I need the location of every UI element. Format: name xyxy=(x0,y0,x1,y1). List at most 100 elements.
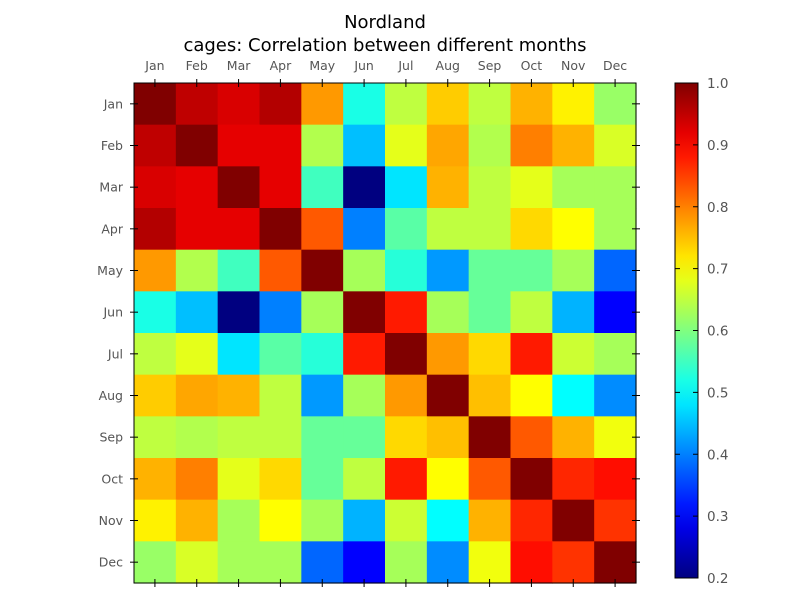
heatmap-cell-feb-apr xyxy=(259,124,302,167)
heatmap-cell-feb-jul xyxy=(385,124,428,167)
heatmap-cell-oct-nov xyxy=(552,458,595,501)
heatmap-cell-may-oct xyxy=(510,249,553,292)
heatmap-cell-mar-jul xyxy=(385,166,428,209)
y-tick-label-nov: Nov xyxy=(99,513,124,528)
x-tick-labels: Jan Feb Mar Apr May Jun Jul Aug Sep Oct Nov Dec xyxy=(144,58,627,73)
colorbar-tick-label: 0.6 xyxy=(707,324,728,340)
heatmap-cell-aug-feb xyxy=(175,374,219,417)
heatmap-cell-dec-jan xyxy=(134,541,177,584)
heatmap-cell-jul-jan xyxy=(134,333,177,376)
heatmap-cell-may-sep xyxy=(468,249,512,292)
heatmap-cell-feb-nov xyxy=(552,124,595,167)
heatmap-cell-may-aug xyxy=(426,249,470,292)
heatmap-cell-oct-apr xyxy=(259,458,302,501)
heatmap-cell-apr-may xyxy=(301,208,344,251)
heatmap-cell-apr-aug xyxy=(426,208,470,251)
x-tick-label-apr: Apr xyxy=(270,58,292,73)
heatmap-cell-nov-jun xyxy=(343,499,386,542)
heatmap-cell-feb-sep xyxy=(468,124,512,167)
y-tick-label-jan: Jan xyxy=(103,96,123,111)
y-tick-label-jul: Jul xyxy=(107,346,123,361)
heatmap-cell-jan-apr xyxy=(259,83,302,126)
colorbar-ticks: 0.2 0.3 0.4 0.5 0.6 0.7 0.8 0.9 1.0 xyxy=(675,76,728,587)
heatmap-cell-jun-may xyxy=(301,291,344,334)
heatmap-cell-mar-nov xyxy=(552,166,595,209)
heatmap-cell-jul-jun xyxy=(343,333,386,376)
heatmap-cell-feb-jun xyxy=(343,124,386,167)
heatmap-cell-nov-jul xyxy=(385,499,428,542)
heatmap-cell-aug-nov xyxy=(552,374,595,417)
heatmap-cell-oct-mar xyxy=(217,458,261,501)
x-tick-label-jun: Jun xyxy=(353,58,374,73)
heatmap-cell-jun-feb xyxy=(175,291,219,334)
heatmap-cell-sep-dec xyxy=(594,416,637,459)
heatmap-cell-dec-aug xyxy=(426,541,470,584)
heatmap-cell-sep-mar xyxy=(217,416,261,459)
heatmap-cell-jun-apr xyxy=(259,291,302,334)
heatmap-cell-aug-mar xyxy=(217,374,261,417)
heatmap-cells xyxy=(134,83,637,584)
heatmap-cell-sep-jun xyxy=(343,416,386,459)
heatmap-cell-sep-jul xyxy=(385,416,428,459)
heatmap-cell-nov-sep xyxy=(468,499,512,542)
heatmap-cell-dec-sep xyxy=(468,541,512,584)
heatmap-cell-jan-sep xyxy=(468,83,512,126)
heatmap-cell-dec-mar xyxy=(217,541,261,584)
heatmap-cell-sep-sep xyxy=(468,416,512,459)
heatmap-cell-jul-apr xyxy=(259,333,302,376)
heatmap-cell-mar-mar xyxy=(217,166,261,209)
heatmap-cell-sep-aug xyxy=(426,416,470,459)
heatmap-cell-jan-jul xyxy=(385,83,428,126)
heatmap-cell-may-mar xyxy=(217,249,261,292)
heatmap-cell-aug-sep xyxy=(468,374,512,417)
heatmap-cell-mar-jan xyxy=(134,166,177,209)
x-tick-label-jul: Jul xyxy=(397,58,413,73)
heatmap-cell-dec-jun xyxy=(343,541,386,584)
heatmap-cell-may-dec xyxy=(594,249,637,292)
heatmap-cell-oct-dec xyxy=(594,458,637,501)
y-tick-label-jun: Jun xyxy=(102,305,123,320)
heatmap-cell-mar-oct xyxy=(510,166,553,209)
x-tick-label-aug: Aug xyxy=(436,58,460,73)
heatmap-cell-oct-feb xyxy=(175,458,219,501)
heatmap-cell-jan-nov xyxy=(552,83,595,126)
heatmap-cell-apr-sep xyxy=(468,208,512,251)
heatmap-cell-mar-feb xyxy=(175,166,219,209)
heatmap-cell-sep-may xyxy=(301,416,344,459)
heatmap-cell-jun-mar xyxy=(217,291,261,334)
heatmap-cell-mar-apr xyxy=(259,166,302,209)
heatmap-cell-dec-nov xyxy=(552,541,595,584)
heatmap-cell-feb-jan xyxy=(134,124,177,167)
y-tick-label-may: May xyxy=(97,263,123,278)
x-tick-label-jan: Jan xyxy=(144,58,164,73)
heatmap-cell-jul-feb xyxy=(175,333,219,376)
heatmap-cell-oct-may xyxy=(301,458,344,501)
heatmap-cell-apr-feb xyxy=(175,208,219,251)
heatmap-cell-jun-jun xyxy=(343,291,386,334)
heatmap-cell-nov-apr xyxy=(259,499,302,542)
heatmap-cell-may-apr xyxy=(259,249,302,292)
x-tick-label-sep: Sep xyxy=(478,58,502,73)
heatmap-cell-aug-oct xyxy=(510,374,553,417)
heatmap-cell-jun-sep xyxy=(468,291,512,334)
y-tick-labels: Jan Feb Mar Apr May Jun Jul Aug Sep Oct Nov Dec xyxy=(97,96,124,569)
heatmap-cell-jan-jan xyxy=(134,83,177,126)
heatmap-cell-sep-apr xyxy=(259,416,302,459)
heatmap-cell-may-feb xyxy=(175,249,219,292)
heatmap-cell-dec-oct xyxy=(510,541,553,584)
heatmap-cell-jun-nov xyxy=(552,291,595,334)
y-tick-label-oct: Oct xyxy=(101,471,123,486)
heatmap-cell-sep-oct xyxy=(510,416,553,459)
heatmap-cell-jan-feb xyxy=(175,83,219,126)
heatmap-cell-nov-nov xyxy=(552,499,595,542)
heatmap-cell-dec-dec xyxy=(594,541,637,584)
heatmap-cell-jan-aug xyxy=(426,83,470,126)
heatmap-cell-oct-oct xyxy=(510,458,553,501)
colorbar-tick-label: 0.8 xyxy=(707,200,728,216)
heatmap-cell-aug-jul xyxy=(385,374,428,417)
heatmap-cell-feb-aug xyxy=(426,124,470,167)
heatmap-cell-nov-dec xyxy=(594,499,637,542)
heatmap-cell-jan-jun xyxy=(343,83,386,126)
heatmap-cell-mar-aug xyxy=(426,166,470,209)
y-tick-label-aug: Aug xyxy=(99,388,123,403)
